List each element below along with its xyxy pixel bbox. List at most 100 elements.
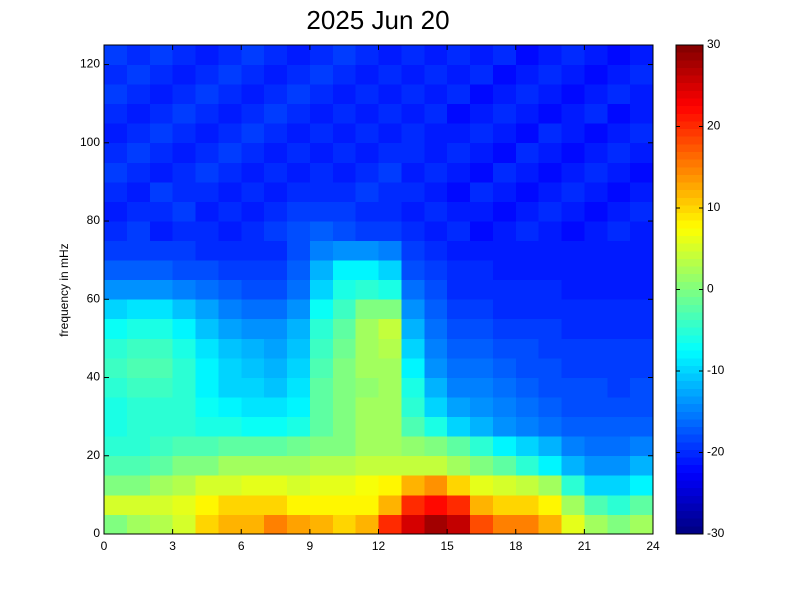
heatmap-cell	[630, 338, 654, 359]
heatmap-cell	[104, 436, 128, 457]
colorbar-swatch	[676, 518, 703, 527]
heatmap-cell	[401, 260, 425, 281]
heatmap-cell	[584, 494, 608, 515]
heatmap-cell	[218, 260, 242, 281]
heatmap-cell	[447, 475, 471, 496]
heatmap-cell	[630, 514, 654, 535]
heatmap-cell	[515, 475, 540, 496]
heatmap-cell	[515, 181, 540, 202]
heatmap-cell	[607, 181, 631, 202]
heatmap-cell	[492, 221, 517, 241]
heatmap-cell	[561, 201, 585, 222]
heatmap-cell	[149, 103, 174, 124]
heatmap-cell	[470, 45, 494, 65]
colorbar-swatch	[676, 159, 703, 168]
heatmap-cell	[561, 514, 585, 535]
heatmap-cell	[126, 397, 151, 418]
heatmap-cell	[447, 84, 471, 105]
heatmap-cell	[104, 103, 128, 124]
heatmap-cell	[241, 201, 265, 222]
colorbar-swatch	[676, 75, 703, 84]
heatmap-cell	[264, 260, 288, 281]
heatmap-cell	[630, 162, 654, 183]
heatmap-cell	[126, 181, 151, 202]
colorbar-swatch	[676, 60, 703, 69]
heatmap-cell	[355, 201, 379, 222]
heatmap-cell	[241, 299, 265, 320]
heatmap-cell	[104, 397, 128, 418]
heatmap-cell	[126, 45, 151, 65]
heatmap-cell	[264, 103, 288, 124]
heatmap-cell	[332, 299, 357, 320]
heatmap-cell	[218, 162, 242, 183]
heatmap-cell	[492, 299, 517, 320]
heatmap-cell	[195, 162, 219, 183]
heatmap-cell	[149, 162, 174, 183]
heatmap-cell	[607, 45, 631, 65]
heatmap-cell	[561, 279, 585, 300]
heatmap-cell	[332, 357, 357, 378]
heatmap-cell	[195, 201, 219, 222]
heatmap-cell	[424, 201, 448, 222]
heatmap-cell	[607, 494, 631, 515]
heatmap-cell	[378, 397, 402, 418]
heatmap-cell	[401, 357, 425, 378]
heatmap-cell	[424, 123, 448, 144]
heatmap-cell	[424, 181, 448, 202]
heatmap-cell	[447, 181, 471, 202]
heatmap-cell	[470, 260, 494, 281]
heatmap-cell	[584, 123, 608, 144]
heatmap-cell	[378, 279, 402, 300]
heatmap-cell	[126, 221, 151, 241]
heatmap-cell	[104, 162, 128, 183]
heatmap-cell	[218, 514, 242, 535]
heatmap-cell	[584, 84, 608, 105]
heatmap-cell	[378, 416, 402, 437]
heatmap-cell	[470, 162, 494, 183]
heatmap-cell	[401, 279, 425, 300]
x-tick-label: 15	[440, 539, 454, 553]
heatmap-cell	[584, 357, 608, 378]
heatmap-cell	[378, 221, 402, 241]
heatmap-cell	[218, 338, 242, 359]
heatmap-cell	[447, 123, 471, 144]
heatmap-cell	[195, 455, 219, 476]
colorbar-swatch	[676, 220, 703, 229]
heatmap-cell	[378, 455, 402, 476]
heatmap-cell	[538, 142, 562, 163]
heatmap-cell	[470, 494, 494, 515]
heatmap-cell	[607, 436, 631, 457]
heatmap-cell	[241, 45, 265, 65]
heatmap-cell	[104, 64, 128, 85]
heatmap-cell	[332, 240, 357, 261]
colorbar-swatch	[676, 388, 703, 397]
heatmap-cell	[470, 318, 494, 339]
heatmap-cell	[401, 162, 425, 183]
colorbar-tick-label: 10	[707, 200, 721, 214]
heatmap-cell	[538, 377, 562, 398]
heatmap-cell	[515, 299, 540, 320]
heatmap-cell	[195, 123, 219, 144]
heatmap-cell	[287, 201, 311, 222]
heatmap-cell	[264, 279, 288, 300]
heatmap-cell	[401, 240, 425, 261]
heatmap-cell	[447, 201, 471, 222]
heatmap-cell	[195, 221, 219, 241]
heatmap-cell	[195, 377, 219, 398]
heatmap-cell	[630, 299, 654, 320]
heatmap-cell	[126, 514, 151, 535]
colorbar-swatch	[676, 365, 703, 375]
heatmap-cell	[309, 318, 334, 339]
heatmap-cell	[401, 397, 425, 418]
heatmap-cell	[126, 494, 151, 515]
heatmap-cell	[492, 455, 517, 476]
heatmap-cell	[378, 357, 402, 378]
heatmap-cell	[378, 45, 402, 65]
heatmap-cell	[538, 181, 562, 202]
heatmap-cell	[470, 201, 494, 222]
heatmap-cell	[172, 377, 196, 398]
heatmap-cell	[126, 416, 151, 437]
heatmap-cell	[630, 397, 654, 418]
heatmap-cell	[515, 357, 540, 378]
heatmap-cell	[126, 123, 151, 144]
